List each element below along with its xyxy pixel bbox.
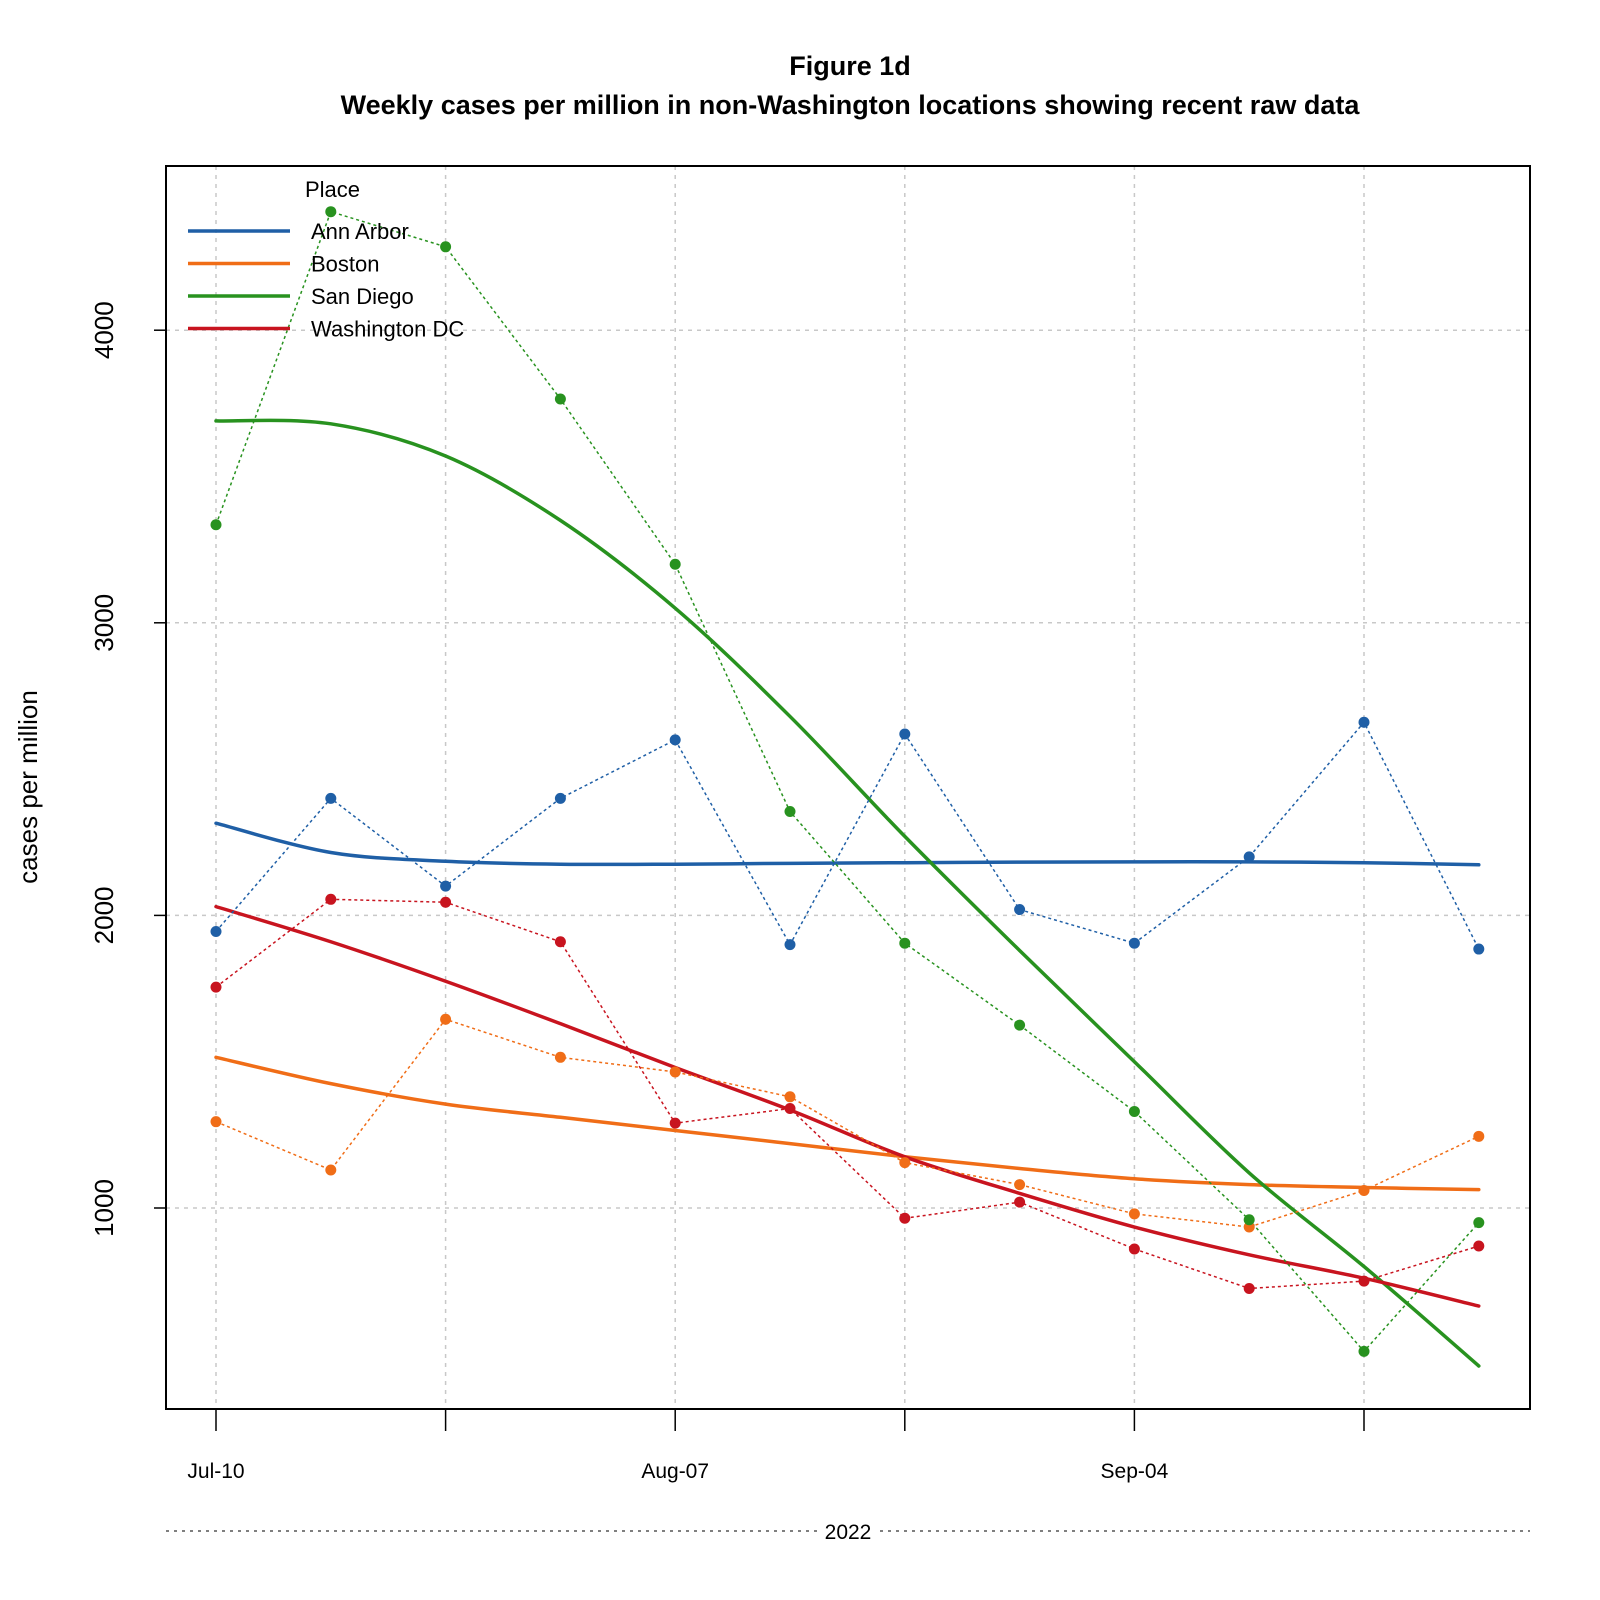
x-tick-label: Jul-10: [187, 1460, 244, 1483]
x-axis-year-label: 2022: [825, 1521, 872, 1544]
data-point-ann-arbor: [1014, 904, 1026, 916]
data-point-ann-arbor: [1473, 943, 1485, 955]
raw-data-lines: [215, 210, 1480, 1353]
smoothed-line-san-diego: [214, 418, 1481, 1368]
data-point-washington-dc: [669, 1117, 681, 1129]
smoothed-lines: [214, 418, 1481, 1368]
smoothed-line-boston: [214, 1055, 1481, 1192]
data-point-san-diego: [1243, 1214, 1255, 1226]
legend-label-boston: Boston: [311, 252, 380, 277]
data-point-washington-dc: [554, 936, 566, 948]
data-point-ann-arbor: [1243, 851, 1255, 863]
data-point-boston: [440, 1013, 452, 1025]
data-point-washington-dc: [1128, 1243, 1140, 1255]
data-point-san-diego: [1358, 1345, 1370, 1357]
grid: [166, 166, 1530, 1409]
y-tick-label: 4000: [89, 301, 119, 359]
data-point-san-diego: [1014, 1019, 1026, 1031]
raw-line-washington-dc: [215, 898, 1480, 1290]
data-point-ann-arbor: [899, 728, 911, 740]
data-point-boston: [784, 1091, 796, 1103]
data-point-san-diego: [554, 393, 566, 405]
data-point-san-diego: [325, 206, 337, 218]
data-point-washington-dc: [210, 981, 222, 993]
data-point-washington-dc: [1358, 1275, 1370, 1287]
data-point-boston: [325, 1164, 337, 1176]
data-point-washington-dc: [784, 1103, 796, 1115]
data-point-washington-dc: [1243, 1282, 1255, 1294]
raw-line-san-diego: [215, 210, 1480, 1353]
x-tick-label: Aug-07: [641, 1460, 709, 1483]
chart-title-line1: Figure 1d: [789, 51, 911, 81]
data-point-boston: [1128, 1208, 1140, 1220]
data-point-boston: [669, 1066, 681, 1078]
data-point-boston: [899, 1157, 911, 1169]
data-point-san-diego: [210, 519, 222, 531]
smoothed-line-ann-arbor: [214, 821, 1481, 867]
y-tick-label: 3000: [89, 594, 119, 652]
data-point-san-diego: [440, 241, 452, 253]
plot-frame: [165, 165, 1531, 1410]
y-axis-label: cases per million: [13, 690, 43, 884]
y-tick-label: 1000: [89, 1179, 119, 1237]
data-point-boston: [1473, 1130, 1485, 1142]
data-point-ann-arbor: [210, 925, 222, 937]
data-point-ann-arbor: [1128, 937, 1140, 949]
legend: Place Ann Arbor Boston San Diego Washington…: [188, 177, 464, 342]
y-tick-label: 2000: [89, 886, 119, 944]
legend-label-ann-arbor: Ann Arbor: [311, 219, 409, 244]
legend-label-san-diego: San Diego: [311, 284, 414, 309]
data-point-washington-dc: [440, 896, 452, 908]
data-point-washington-dc: [325, 893, 337, 905]
y-axis-ticks: 1000 2000 3000 4000: [89, 301, 166, 1237]
data-point-ann-arbor: [669, 734, 681, 746]
data-point-boston: [1358, 1184, 1370, 1196]
legend-title: Place: [305, 177, 360, 202]
data-point-san-diego: [1473, 1217, 1485, 1229]
chart-title-line2: Weekly cases per million in non-Washingt…: [341, 90, 1361, 120]
data-point-boston: [554, 1051, 566, 1063]
raw-line-boston: [215, 1018, 1480, 1228]
data-point-ann-arbor: [325, 792, 337, 804]
data-point-washington-dc: [1014, 1196, 1026, 1208]
data-point-boston: [210, 1116, 222, 1128]
data-point-ann-arbor: [1358, 716, 1370, 728]
data-point-boston: [1014, 1179, 1026, 1191]
legend-label-washington-dc: Washington DC: [311, 317, 464, 342]
data-point-washington-dc: [899, 1212, 911, 1224]
data-point-san-diego: [784, 806, 796, 818]
data-point-ann-arbor: [440, 880, 452, 892]
raw-line-ann-arbor: [215, 720, 1480, 950]
legend-items: Ann Arbor Boston San Diego Washington DC: [188, 219, 464, 342]
data-point-ann-arbor: [784, 939, 796, 951]
raw-data-points: [210, 206, 1485, 1357]
x-axis-ticks: Jul-10 Aug-07 Sep-04: [187, 1409, 1365, 1483]
data-point-ann-arbor: [554, 792, 566, 804]
data-point-san-diego: [669, 558, 681, 570]
x-tick-label: Sep-04: [1101, 1460, 1169, 1483]
smoothed-line-washington-dc: [214, 904, 1481, 1308]
data-point-washington-dc: [1473, 1240, 1485, 1252]
data-point-san-diego: [1128, 1105, 1140, 1117]
data-point-san-diego: [899, 937, 911, 949]
